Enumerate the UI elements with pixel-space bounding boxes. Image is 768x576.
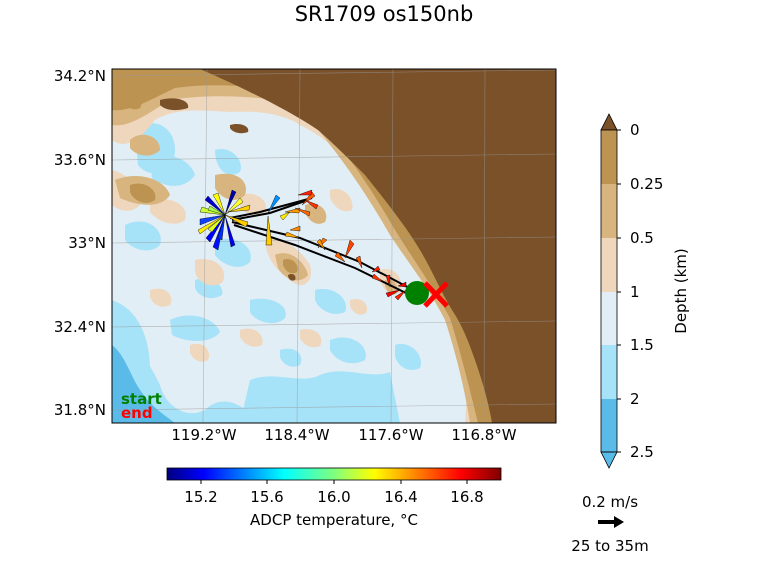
legend-start: start — [121, 390, 162, 408]
channel-island — [230, 123, 249, 134]
depth-tick: 0.5 — [630, 229, 654, 247]
quiver-key-speed: 0.2 m/s — [582, 493, 638, 511]
end-marker — [423, 281, 449, 308]
temp-tick: 15.6 — [250, 488, 283, 506]
lon-tick: 117.6°W — [358, 426, 423, 444]
lat-tick: 33°N — [68, 234, 106, 252]
channel-island — [288, 273, 296, 281]
lat-tick: 32.4°N — [54, 318, 106, 336]
lon-tick: 116.8°W — [451, 426, 516, 444]
depth-tick: 2 — [630, 390, 640, 408]
adcp-vectors — [197, 189, 407, 301]
depth-tick: 1.5 — [630, 336, 654, 354]
depth-colorbar-label: Depth (km) — [672, 248, 690, 333]
depth-tick: 1 — [630, 283, 640, 301]
quiver-key: 0.2 m/s 25 to 35m — [571, 493, 648, 555]
temp-tick: 16.0 — [317, 488, 350, 506]
legend-end: end — [121, 404, 153, 422]
temp-colorbar-label: ADCP temperature, °C — [250, 511, 418, 529]
land — [200, 69, 556, 423]
temp-tick: 15.2 — [184, 488, 217, 506]
lon-tick: 118.4°W — [264, 426, 329, 444]
depth-tick: 0.25 — [630, 175, 663, 193]
colorbar-extend-top — [600, 113, 618, 131]
lat-tick: 31.8°N — [54, 401, 106, 419]
lat-tick: 34.2°N — [54, 67, 106, 85]
start-marker — [405, 281, 429, 305]
arrow-icon — [598, 516, 624, 528]
depth-tick: 0 — [630, 121, 640, 139]
temp-tick: 16.4 — [384, 488, 417, 506]
map-frame — [111, 68, 557, 424]
depth-colorbar: 0 0.25 0.5 1 1.5 2 2.5 Depth (km) — [600, 113, 690, 469]
lat-tick: 33.6°N — [54, 151, 106, 169]
basin-2-2.5km — [112, 345, 175, 423]
colorbar-extend-bottom — [600, 451, 618, 469]
temperature-colorbar: 15.2 15.6 16.0 16.4 16.8 ADCP temperatur… — [166, 467, 502, 529]
chart-title: SR1709 os150nb — [294, 2, 474, 26]
lon-tick: 119.2°W — [171, 426, 236, 444]
bathymetry-map — [112, 69, 556, 423]
channel-island — [160, 98, 189, 111]
temp-tick: 16.8 — [450, 488, 483, 506]
depth-tick: 2.5 — [630, 443, 654, 461]
quiver-key-depth: 25 to 35m — [571, 537, 648, 555]
